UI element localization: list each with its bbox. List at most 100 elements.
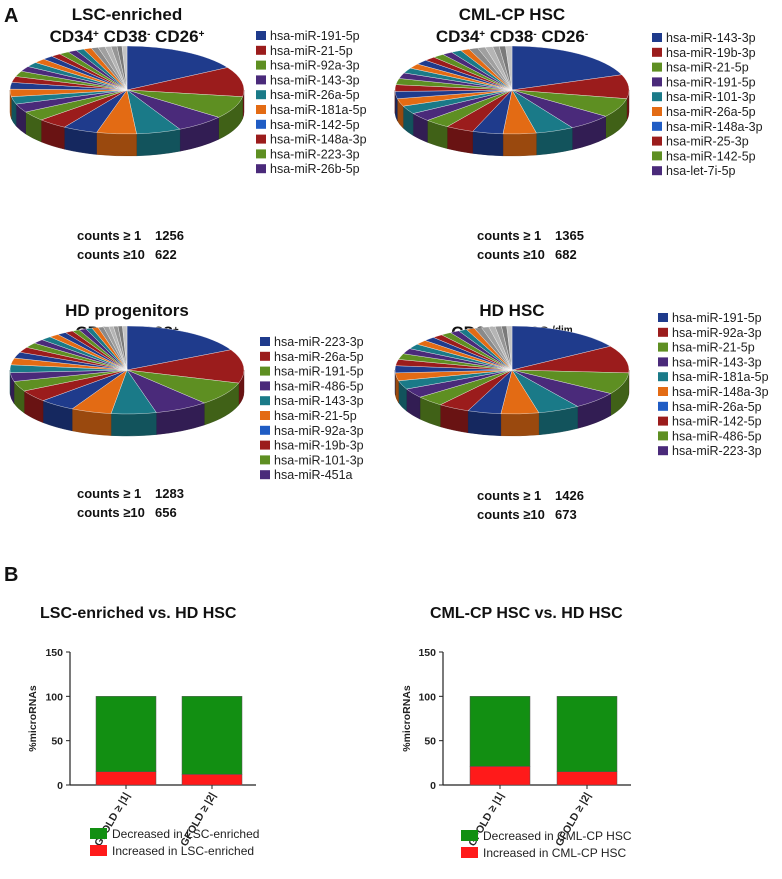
legend-swatch: [652, 92, 662, 102]
legend-label: hsa-miR-92a-3p: [672, 326, 762, 340]
bar-legend-swatch: [90, 845, 107, 856]
legend-swatch: [260, 411, 270, 420]
y-tick-label: 100: [45, 691, 63, 703]
bar-segment: [181, 696, 243, 775]
legend-swatch: [260, 396, 270, 406]
legend-swatch: [260, 381, 270, 391]
legend-label: hsa-miR-148a-3p: [270, 133, 367, 147]
legend-swatch: [658, 327, 668, 337]
legend-label: hsa-miR-92a-3p: [274, 424, 364, 438]
legend-label: hsa-miR-26a-5p: [672, 400, 762, 414]
panel-b-label: B: [4, 564, 18, 586]
pie-slice-1: [511, 325, 611, 371]
pie-chart-3: HD progenitorsCD34+ CD38+hsa-miR-223-3ph…: [9, 301, 364, 520]
pie-title: HD HSC: [479, 301, 544, 320]
pie-slice-side: [502, 132, 537, 157]
legend-label: hsa-miR-142-5p: [666, 149, 756, 163]
pie-title: CML-CP HSC: [459, 5, 565, 24]
bar-chart-title: LSC-enriched vs. HD HSC: [40, 605, 237, 622]
count-value: 1283: [155, 486, 184, 501]
pie-subtitle-part: CD38: [99, 27, 147, 46]
legend-swatch: [260, 337, 270, 346]
pie-slice-side: [96, 132, 137, 157]
legend-swatch: [658, 401, 668, 411]
pie-subtitle-part: CD26: [150, 27, 198, 46]
legend-label: hsa-miR-181a-5p: [270, 103, 367, 117]
legend-label: hsa-miR-19b-3p: [666, 46, 756, 60]
legend-swatch: [658, 416, 668, 426]
legend-swatch: [256, 45, 266, 55]
bar-legend-label: Decreased in LSC-enriched: [112, 827, 259, 841]
count-label: counts ≥10: [77, 505, 145, 520]
count-value: 1256: [155, 228, 184, 243]
bar-legend-label: Decreased in CML-CP HSC: [483, 829, 632, 843]
pie-slice-side: [110, 412, 157, 437]
pie-subtitle-part: CD26: [537, 27, 585, 46]
legend-label: hsa-let-7i-5p: [666, 164, 736, 178]
legend-swatch: [260, 351, 270, 361]
y-tick-label: 0: [57, 780, 63, 792]
legend-label: hsa-miR-191-5p: [672, 311, 762, 325]
count-label: counts ≥10: [77, 247, 145, 262]
pie-slice-1: [511, 45, 623, 91]
legend-label: hsa-miR-142-5p: [270, 118, 360, 132]
pie-subtitle-part: CD38: [485, 27, 533, 46]
pie-slice-2: [511, 346, 630, 374]
legend-swatch: [652, 121, 662, 131]
count-value: 682: [555, 247, 577, 262]
bar-segment: [469, 696, 531, 767]
bar-segment: [181, 774, 243, 786]
bar-legend-label: Increased in CML-CP HSC: [483, 846, 626, 860]
pie-title: HD progenitors: [65, 301, 189, 320]
legend-swatch: [652, 47, 662, 57]
legend-swatch: [658, 431, 668, 441]
legend-swatch: [658, 446, 668, 456]
y-tick-label: 50: [51, 736, 63, 748]
legend-label: hsa-miR-142-5p: [672, 415, 762, 429]
legend-swatch: [658, 357, 668, 367]
legend-swatch: [652, 107, 662, 116]
legend-label: hsa-miR-143-3p: [274, 394, 364, 408]
pie-slice-side: [472, 131, 504, 157]
legend-label: hsa-miR-486-5p: [672, 429, 762, 443]
pie-subtitle-superscript: -: [585, 29, 588, 40]
count-value: 673: [555, 507, 577, 522]
legend-label: hsa-miR-191-5p: [666, 75, 756, 89]
pie-subtitle-part: CD34: [436, 27, 480, 46]
pie-slice-1: [126, 325, 232, 371]
legend-label: hsa-miR-21-5p: [270, 44, 353, 58]
legend-swatch: [658, 372, 668, 382]
bar-chart-1: LSC-enriched vs. HD HSC 0 50 100 150 %microRN…: [27, 605, 259, 858]
bar-legend-swatch: [461, 847, 478, 858]
panel-a-label: A: [4, 5, 18, 27]
y-tick-label: 100: [418, 691, 436, 703]
legend-label: hsa-miR-21-5p: [672, 341, 755, 355]
legend-swatch: [256, 164, 266, 174]
legend-swatch: [658, 313, 668, 322]
y-axis-label: %microRNAs: [401, 685, 413, 752]
bar-legend-swatch: [90, 828, 107, 839]
legend-swatch: [256, 75, 266, 85]
legend-label: hsa-miR-26a-5p: [274, 350, 364, 364]
legend-label: hsa-miR-21-5p: [274, 409, 357, 423]
legend-label: hsa-miR-143-3p: [672, 355, 762, 369]
pie-slice-30: [505, 45, 513, 91]
legend-swatch: [652, 151, 662, 161]
pie-slice-30: [506, 325, 513, 371]
legend-swatch: [652, 33, 662, 42]
legend-swatch: [652, 77, 662, 87]
legend-swatch: [658, 387, 668, 396]
pie-subtitle-part: CD34: [50, 27, 94, 46]
y-tick-label: 50: [424, 736, 436, 748]
count-label: counts ≥10: [477, 507, 545, 522]
bar-segment: [556, 771, 618, 786]
legend-label: hsa-miR-148a-3p: [666, 120, 763, 134]
count-label: counts ≥ 1: [77, 228, 141, 243]
bar-segment: [556, 696, 618, 772]
legend-label: hsa-miR-223-3p: [270, 147, 360, 161]
